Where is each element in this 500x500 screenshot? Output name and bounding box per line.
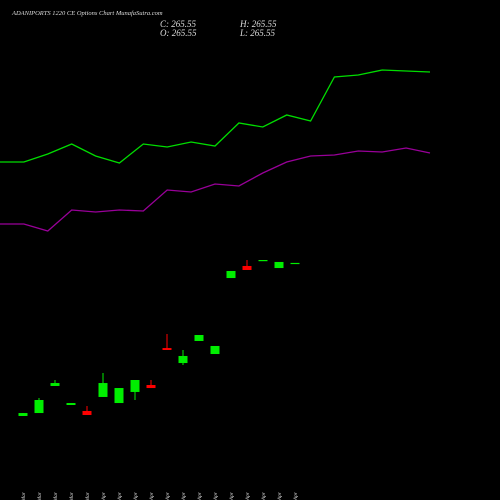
x-tick-label: 27 Mar: [69, 491, 75, 500]
x-tick-label: 22 Apr: [261, 491, 267, 500]
x-tick-label: 28 Mar: [85, 491, 91, 500]
stat-low: L: 265.55: [239, 28, 276, 38]
candle-body: [242, 265, 252, 270]
x-tick-label: 24 Mar: [36, 491, 43, 500]
stat-close: C: 265.55: [160, 19, 197, 29]
candle-body: [82, 410, 92, 415]
x-tick-label: 10 Apr: [197, 491, 203, 500]
candle-body: [34, 400, 44, 414]
candle-body: [274, 261, 284, 269]
candle-body: [162, 348, 172, 350]
candle-body: [258, 260, 268, 262]
x-tick-label: 21 Apr: [245, 491, 251, 500]
candle-body: [130, 380, 140, 392]
stat-high: H: 265.55: [239, 19, 277, 29]
candle-body: [226, 270, 236, 279]
x-tick-label: 02 Apr: [117, 491, 123, 500]
x-tick-label: 09 Apr: [181, 491, 187, 500]
candle-body: [146, 385, 156, 389]
candle-body: [194, 335, 204, 341]
x-tick-label: 25 Mar: [53, 491, 59, 500]
line-series: [0, 69, 431, 164]
x-tick-label: 23 Apr: [277, 491, 283, 500]
candle-body: [66, 403, 76, 405]
x-tick-label: 04 Apr: [132, 491, 139, 500]
chart-title: ADANIPORTS 1220 CE Options Chart MunafaS…: [11, 10, 163, 17]
x-tick-label: 11 Apr: [213, 491, 219, 500]
x-tick-label: 07 Apr: [149, 491, 155, 500]
candle-body: [114, 388, 124, 404]
candle-body: [210, 345, 220, 355]
candle-body: [178, 355, 188, 364]
candle-body: [290, 262, 300, 265]
x-tick-label: 01 Apr: [101, 491, 107, 500]
line-series: [0, 147, 431, 232]
stat-open: O: 265.55: [160, 28, 197, 38]
x-tick-label: 17 Apr: [229, 491, 235, 500]
candle-body: [18, 413, 28, 416]
candle-body: [98, 383, 108, 397]
x-tick-label: 08 Apr: [165, 491, 171, 500]
x-tick-label: 24 Apr: [292, 491, 299, 500]
candle-body: [50, 383, 60, 386]
x-tick-label: 23 Mar: [21, 491, 27, 500]
